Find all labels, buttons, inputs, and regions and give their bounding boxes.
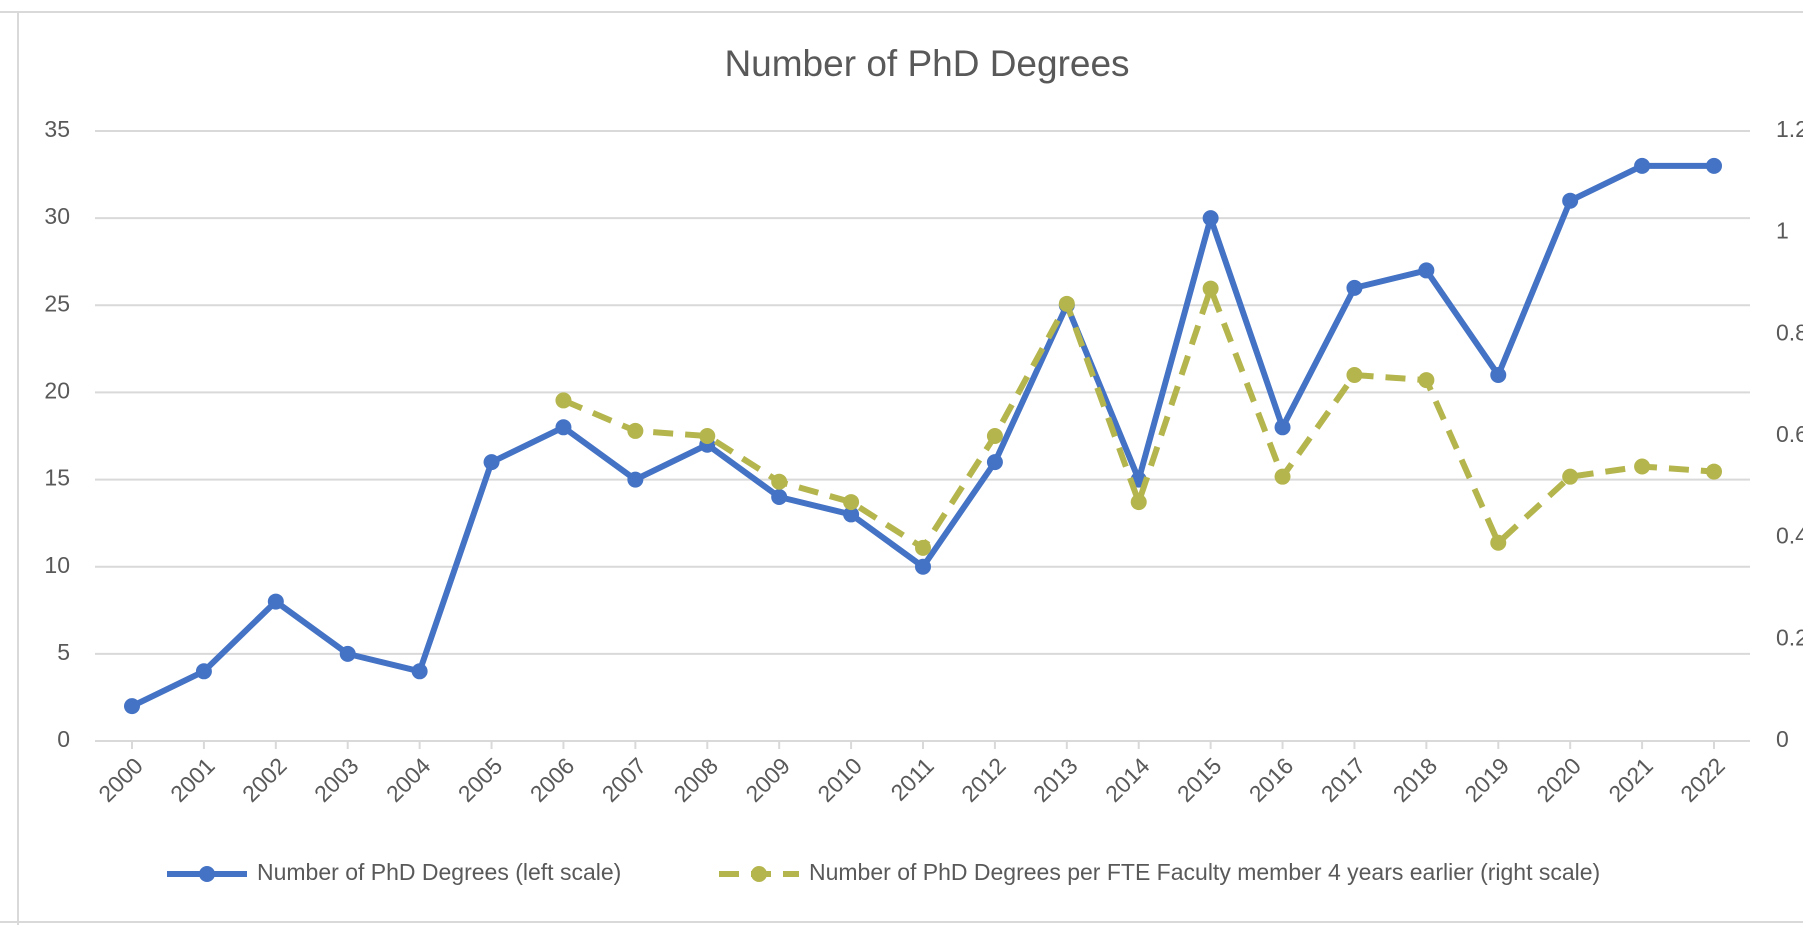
data-point (1202, 280, 1219, 297)
x-tick-label: 2003 (309, 752, 364, 807)
x-tick-label: 2018 (1388, 752, 1443, 807)
x-tick-label: 2012 (956, 752, 1011, 807)
x-tick-label: 2013 (1028, 752, 1083, 807)
x-tick-label: 2015 (1172, 752, 1227, 807)
y2-tick-label: 0 (1776, 726, 1789, 752)
x-tick-label: 2010 (812, 752, 867, 807)
y2-tick-label: 1 (1776, 218, 1789, 244)
data-point (1274, 419, 1291, 436)
data-point (843, 494, 860, 511)
data-point (771, 473, 788, 490)
series-line (130, 162, 1714, 709)
y-tick-label: 25 (44, 290, 70, 316)
x-tick-label: 2019 (1460, 752, 1515, 807)
data-point (843, 506, 860, 523)
y2-tick-label: 1.2 (1776, 116, 1803, 142)
data-point (627, 422, 644, 439)
x-tick-label: 2007 (597, 752, 652, 807)
x-tick-label: 2006 (525, 752, 580, 807)
y2-tick-label: 0.2 (1776, 624, 1803, 650)
data-point (1418, 262, 1435, 279)
data-point (986, 428, 1003, 444)
x-tick-label: 2022 (1675, 752, 1730, 807)
x-tick-label: 2000 (93, 752, 148, 807)
legend-marker (751, 866, 767, 882)
data-point (1634, 157, 1651, 174)
data-point (411, 663, 428, 680)
data-point (483, 454, 500, 471)
data-point (1202, 210, 1219, 227)
data-point (1562, 468, 1579, 485)
data-point (1490, 534, 1507, 551)
series-line (562, 285, 1715, 551)
x-tick-label: 2002 (237, 752, 292, 807)
x-tick-label: 2001 (165, 752, 220, 807)
data-point (1346, 367, 1363, 383)
data-point (1634, 458, 1651, 475)
legend-label: Number of PhD Degrees (left scale) (257, 859, 621, 885)
data-point (555, 419, 572, 436)
x-tick-label: 2008 (669, 752, 724, 807)
data-point (915, 558, 931, 575)
y2-tick-label: 0.8 (1776, 319, 1803, 345)
data-point (771, 489, 788, 505)
data-point (124, 698, 140, 715)
x-tick-label: 2014 (1100, 752, 1155, 807)
data-point (1490, 367, 1507, 383)
data-point (699, 428, 716, 444)
data-point (1706, 463, 1722, 480)
y2-tick-label: 0.6 (1776, 421, 1803, 447)
x-tick-label: 2005 (453, 752, 508, 807)
y-tick-label: 35 (44, 116, 70, 142)
data-point (555, 392, 572, 409)
data-point (1346, 279, 1363, 296)
data-point (627, 471, 644, 488)
data-point (1418, 372, 1435, 389)
x-tick-label: 2017 (1316, 752, 1371, 807)
x-tick-label: 2011 (885, 752, 938, 805)
y-tick-label: 0 (57, 726, 70, 752)
y2-tick-label: 0.4 (1776, 523, 1803, 549)
data-point (195, 663, 212, 680)
y-tick-label: 15 (44, 465, 70, 491)
legend-label: Number of PhD Degrees per FTE Faculty me… (809, 859, 1600, 885)
data-point (1058, 295, 1075, 312)
x-tick-label: 2004 (381, 752, 436, 807)
data-point (267, 593, 284, 610)
x-tick-label: 2021 (1603, 752, 1658, 807)
y-tick-label: 20 (44, 378, 70, 404)
data-point (1706, 157, 1722, 174)
data-point (1130, 494, 1147, 511)
data-point (339, 645, 356, 662)
y-tick-label: 10 (44, 552, 70, 578)
legend-marker (199, 866, 215, 882)
data-point (1562, 192, 1579, 209)
y-tick-label: 5 (57, 639, 70, 665)
x-tick-label: 2009 (740, 752, 795, 807)
data-point (986, 454, 1003, 471)
chart-title: Number of PhD Degrees (724, 43, 1129, 84)
data-point (1274, 468, 1291, 485)
x-tick-label: 2016 (1244, 752, 1299, 807)
data-point (915, 539, 931, 556)
x-tick-label: 2020 (1531, 752, 1586, 807)
y-tick-label: 30 (44, 203, 70, 229)
